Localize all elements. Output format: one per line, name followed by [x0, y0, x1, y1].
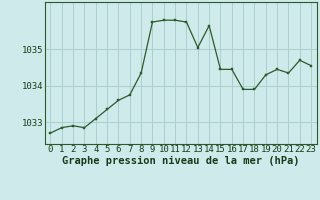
X-axis label: Graphe pression niveau de la mer (hPa): Graphe pression niveau de la mer (hPa) [62, 156, 300, 166]
